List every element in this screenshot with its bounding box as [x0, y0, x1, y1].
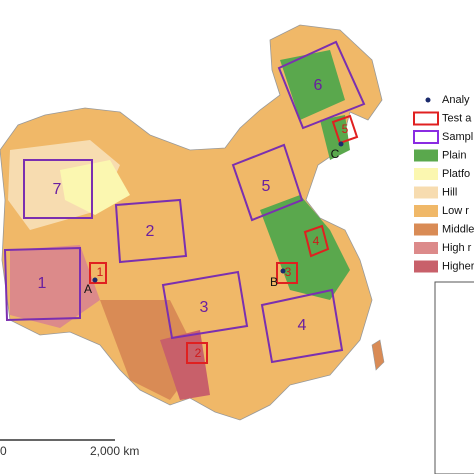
scale-end: 2,000 km — [90, 444, 139, 458]
test-label: 1 — [97, 265, 104, 279]
test-label: 2 — [195, 346, 202, 360]
plain-region — [280, 50, 345, 120]
scale-start: 0 — [0, 444, 7, 458]
sample-box — [3, 246, 81, 322]
sample-label: 3 — [200, 299, 209, 316]
legend-swatch — [414, 223, 438, 236]
point — [338, 141, 344, 147]
island — [371, 339, 385, 371]
sample-label: 1 — [38, 275, 47, 292]
legend-swatch — [414, 242, 438, 254]
test-label: 4 — [313, 234, 320, 248]
plain-region — [320, 115, 350, 160]
legend-label: Sampl — [442, 131, 473, 143]
legend-label: Test a — [442, 112, 472, 124]
point-label: C — [331, 147, 340, 161]
plain-region — [260, 195, 350, 300]
sample-box — [23, 159, 93, 219]
platform-region — [60, 160, 130, 215]
legend: Analy Test a Sampl Plain Platfo Hill Low r Midd… — [413, 94, 474, 273]
sample-box — [260, 288, 344, 364]
sample-box — [231, 143, 304, 222]
legend-label: Platfo — [442, 168, 470, 180]
sample-area-boxes — [3, 40, 366, 364]
test-label: 5 — [342, 122, 349, 136]
sample-box — [161, 270, 249, 340]
point-label: A — [84, 282, 92, 296]
sample-box — [114, 198, 188, 264]
test-box — [303, 224, 330, 258]
test-box — [276, 262, 298, 284]
legend-swatch — [414, 149, 438, 162]
higher-relief-region — [160, 330, 210, 400]
legend-swatch — [414, 205, 438, 217]
sample-label: 2 — [146, 223, 155, 240]
point-label: B — [270, 275, 278, 289]
test-box — [331, 114, 359, 145]
legend-label: Plain — [442, 149, 466, 161]
test-area-boxes — [89, 114, 359, 364]
point — [92, 277, 98, 283]
sample-label: 4 — [298, 317, 307, 334]
legend-label: Middle — [442, 223, 474, 235]
legend-swatch — [414, 186, 438, 199]
point — [280, 268, 286, 274]
legend-label: Hill — [442, 186, 457, 198]
test-label: 3 — [285, 265, 292, 279]
sample-label: 7 — [53, 181, 62, 198]
analysis-points — [92, 141, 344, 283]
legend-swatch — [413, 130, 439, 144]
legend-swatch — [413, 111, 439, 126]
high-relief-region — [10, 245, 100, 328]
legend-label: Analy — [442, 94, 470, 106]
legend-swatch — [414, 168, 438, 180]
test-box — [89, 262, 107, 284]
legend-swatch — [425, 97, 431, 103]
legend-label: Low r — [442, 205, 469, 217]
sample-label: 6 — [314, 77, 323, 94]
test-box — [186, 342, 208, 364]
legend-label: Higher — [442, 260, 474, 272]
sample-label: 5 — [262, 178, 271, 195]
legend-swatch — [414, 260, 438, 273]
legend-label: High r — [442, 242, 472, 254]
sample-box — [277, 40, 366, 130]
inset-frame — [434, 281, 474, 474]
